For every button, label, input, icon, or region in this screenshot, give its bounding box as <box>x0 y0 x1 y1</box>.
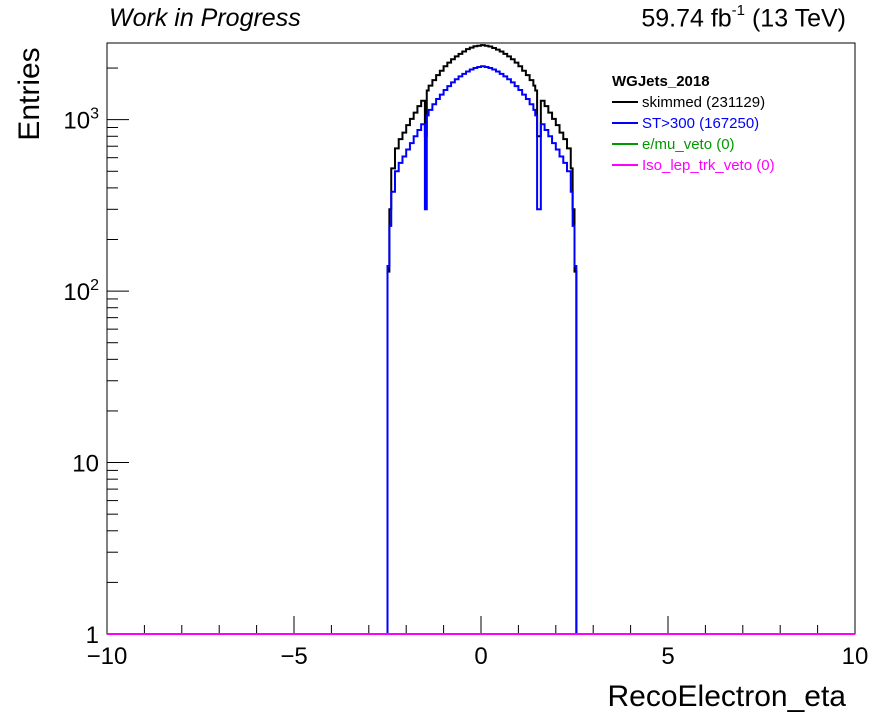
lumi-energy: (13 TeV) <box>745 4 846 33</box>
axes-group: −10 −5 0 5 10 1 10 102 103 <box>63 67 869 670</box>
work-in-progress-label: Work in Progress <box>109 4 301 32</box>
lumi-exponent: -1 <box>731 2 746 19</box>
x-tick-label: 10 <box>842 643 869 670</box>
x-tick-label: 0 <box>474 643 487 670</box>
legend-entry-label: skimmed (231129) <box>642 94 765 111</box>
lumi-value: 59.74 fb <box>641 4 732 33</box>
x-tick-label: 5 <box>661 643 674 670</box>
y-tick-label: 102 <box>63 277 99 306</box>
y-tick-label: 10 <box>72 451 99 478</box>
x-tick-label: −10 <box>87 643 128 670</box>
x-tick-label: −5 <box>280 643 307 670</box>
y-tick-label: 1 <box>86 622 99 649</box>
legend-entry-label: Iso_lep_trk_veto (0) <box>642 157 775 174</box>
legend-title: WGJets_2018 <box>612 73 710 90</box>
legend-entry-label: e/mu_veto (0) <box>642 136 735 153</box>
luminosity-label: 59.74 fb-1 (13 TeV) <box>641 2 846 33</box>
x-axis-label: RecoElectron_eta <box>607 680 846 713</box>
series-line <box>385 65 578 635</box>
series-line <box>385 44 578 635</box>
series-layer <box>107 44 855 635</box>
y-tick-label: 103 <box>63 106 99 135</box>
legend-entry-label: ST>300 (167250) <box>642 115 759 132</box>
